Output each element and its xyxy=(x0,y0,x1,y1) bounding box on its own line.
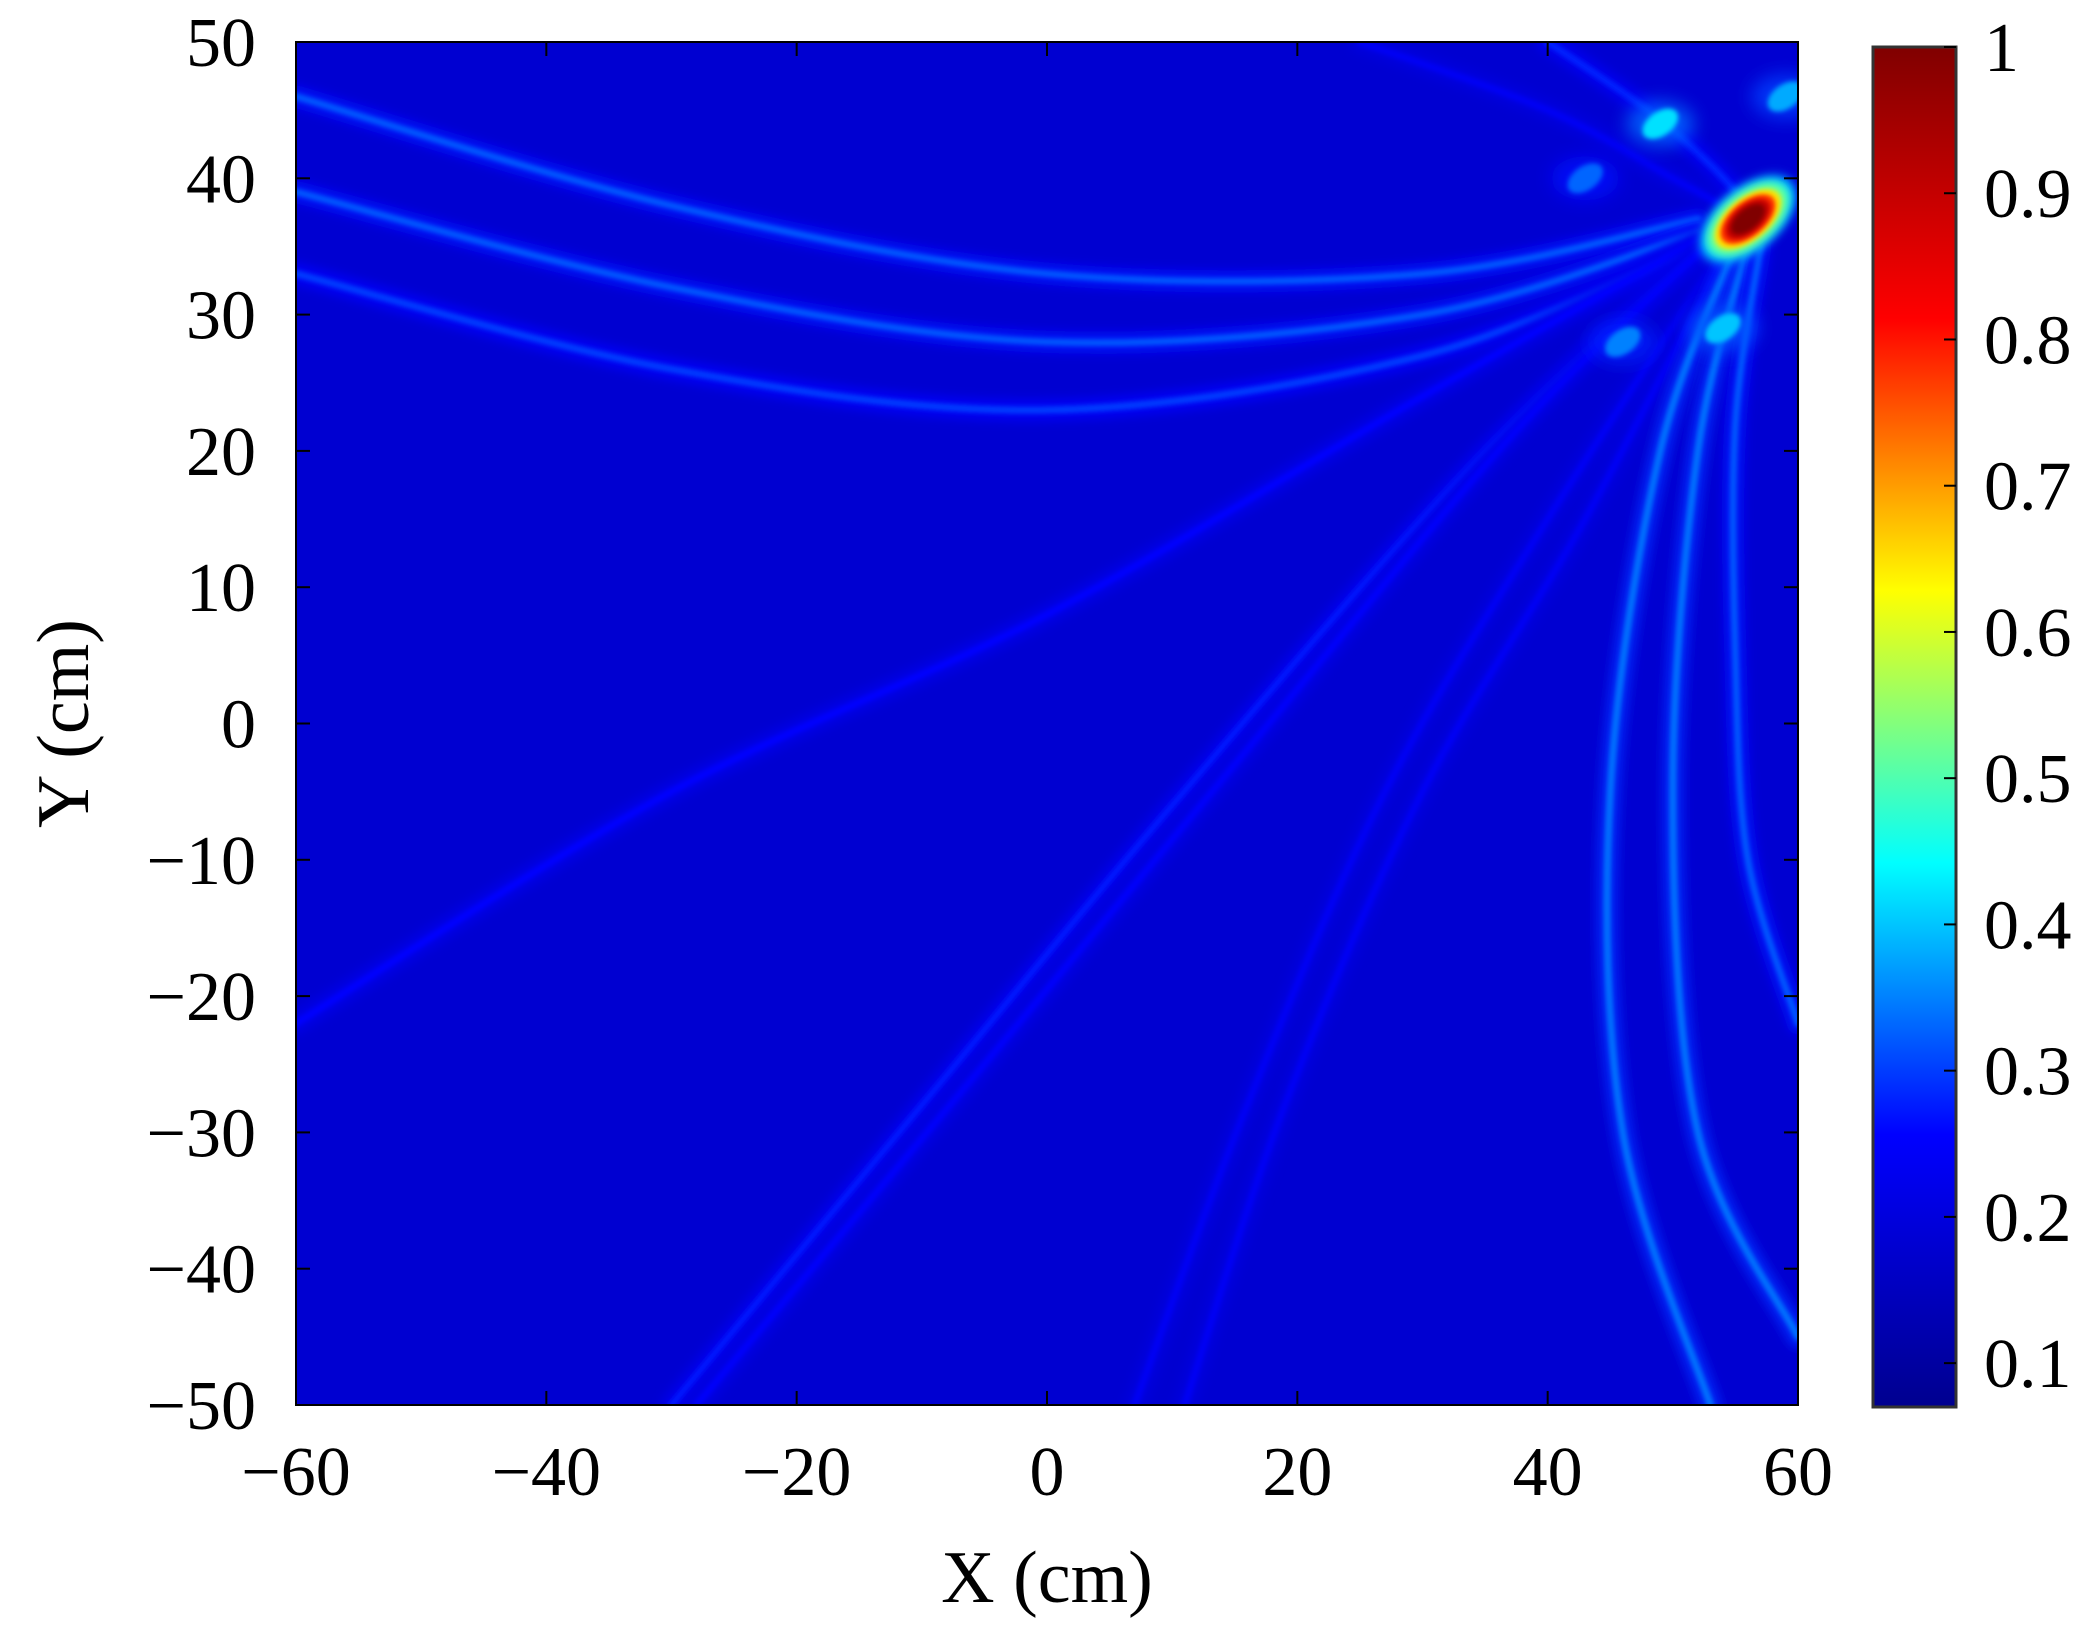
colorbar-tick-label: 0.2 xyxy=(1984,1180,2072,1257)
x-axis: −60 −40 −20 0 20 40 60 xyxy=(241,42,1833,1511)
y-tick-label: 20 xyxy=(186,414,256,491)
colorbar-tick-label: 0.3 xyxy=(1984,1034,2072,1111)
y-tick-label: −40 xyxy=(147,1232,256,1309)
colorbar-tick-label: 0.8 xyxy=(1984,302,2072,379)
heatmap-field xyxy=(296,42,1798,1405)
intensity-spot xyxy=(1567,163,1603,194)
y-tick-label: 30 xyxy=(186,278,256,355)
x-tick-label: −40 xyxy=(492,1434,601,1511)
y-tick-label: 0 xyxy=(221,687,256,764)
colorbar xyxy=(1871,45,1958,1409)
x-tick-label: 40 xyxy=(1513,1434,1583,1511)
y-tick-label: −30 xyxy=(147,1095,256,1172)
arc-trace xyxy=(1181,229,1739,1405)
arc-trace xyxy=(1603,243,1739,1405)
y-tick-label: 10 xyxy=(186,550,256,627)
colorbar-tick-label: 0.1 xyxy=(1984,1326,2072,1403)
intensity-spot xyxy=(1705,313,1741,344)
x-axis-label: X (cm) xyxy=(941,1537,1153,1619)
x-tick-label: −60 xyxy=(241,1434,350,1511)
y-axis: 50 40 30 20 10 0 −10 −20 −30 −40 −50 xyxy=(147,5,1798,1445)
colorbar-ticks: 1 0.9 0.8 0.7 0.6 0.5 0.4 0.3 0.2 0.1 xyxy=(1944,10,2072,1403)
arc-trace xyxy=(296,93,1702,285)
x-tick-label: 20 xyxy=(1262,1434,1332,1511)
y-tick-label: 40 xyxy=(186,141,256,218)
y-axis-label: Y (cm) xyxy=(23,619,105,828)
intensity-spot xyxy=(1767,81,1798,112)
arc-trace xyxy=(1131,229,1739,1405)
x-tick-label: −20 xyxy=(742,1434,851,1511)
colorbar-tick-label: 0.9 xyxy=(1984,156,2072,233)
arc-trace xyxy=(1669,243,1798,1341)
y-tick-label: −50 xyxy=(147,1368,256,1445)
x-tick-label: 0 xyxy=(1030,1434,1065,1511)
colorbar-tick-label: 0.5 xyxy=(1984,741,2072,818)
colorbar-tick-label: 1 xyxy=(1984,10,2019,87)
x-tick-label: 60 xyxy=(1763,1434,1833,1511)
arc-trace xyxy=(296,243,1702,414)
arc-trace xyxy=(1729,243,1798,1027)
arc-trace xyxy=(693,215,1739,1405)
y-tick-label: −20 xyxy=(147,959,256,1036)
colorbar-tick-label: 0.7 xyxy=(1984,449,2072,526)
arc-trace xyxy=(296,188,1702,347)
colorbar-tick-label: 0.6 xyxy=(1984,595,2072,672)
colorbar-tick-label: 0.4 xyxy=(1984,887,2072,964)
y-tick-label: −10 xyxy=(147,823,256,900)
y-tick-label: 50 xyxy=(186,5,256,82)
intensity-spot xyxy=(1604,326,1641,357)
arc-trace xyxy=(296,215,1739,1027)
peak-contour xyxy=(1731,203,1765,235)
intensity-spot xyxy=(1642,108,1679,139)
arc-trace xyxy=(1356,42,1752,223)
